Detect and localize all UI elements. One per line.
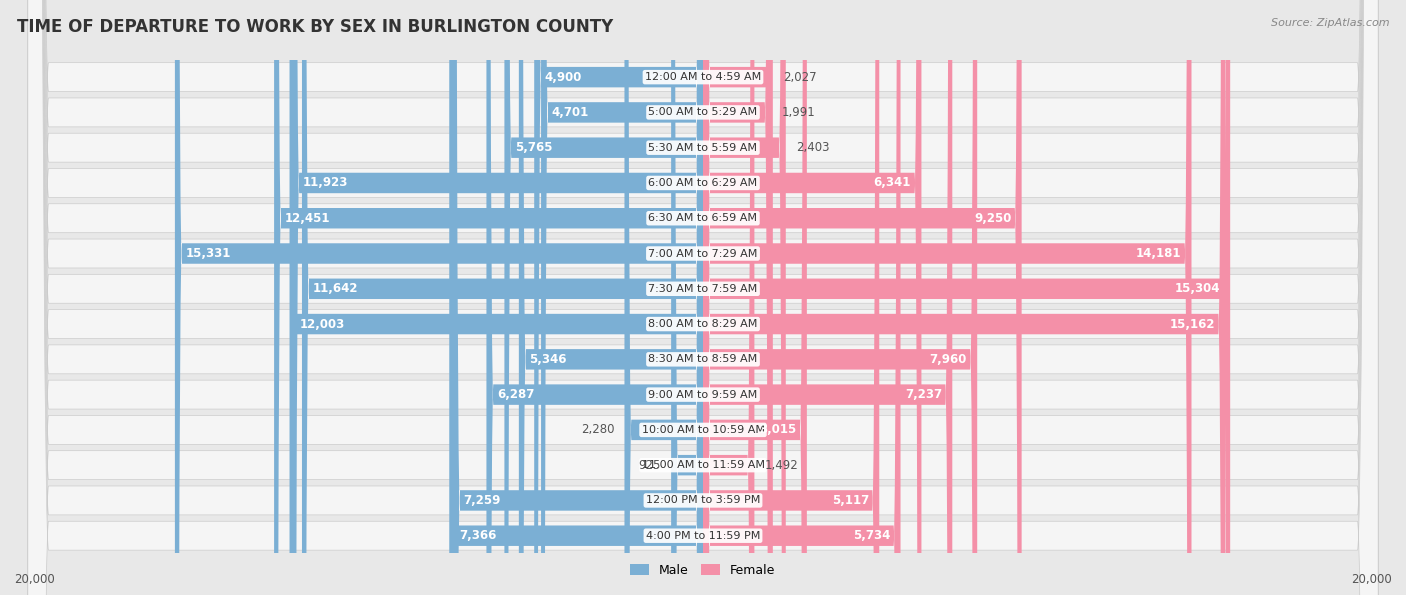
- FancyBboxPatch shape: [703, 0, 977, 595]
- Text: 20,000: 20,000: [14, 573, 55, 585]
- Text: 5:00 AM to 5:29 AM: 5:00 AM to 5:29 AM: [648, 108, 758, 117]
- Text: 6:30 AM to 6:59 AM: 6:30 AM to 6:59 AM: [648, 213, 758, 223]
- Text: 1,492: 1,492: [765, 459, 799, 472]
- Text: 6:00 AM to 6:29 AM: 6:00 AM to 6:29 AM: [648, 178, 758, 188]
- FancyBboxPatch shape: [290, 0, 703, 595]
- Text: 12:00 PM to 3:59 PM: 12:00 PM to 3:59 PM: [645, 496, 761, 505]
- Text: 14,181: 14,181: [1136, 247, 1181, 260]
- FancyBboxPatch shape: [703, 0, 921, 595]
- FancyBboxPatch shape: [28, 0, 1378, 595]
- Text: 6,287: 6,287: [496, 388, 534, 401]
- FancyBboxPatch shape: [28, 0, 1378, 595]
- Text: 20,000: 20,000: [1351, 573, 1392, 585]
- Text: 925: 925: [638, 459, 661, 472]
- FancyBboxPatch shape: [703, 0, 773, 595]
- FancyBboxPatch shape: [28, 0, 1378, 595]
- FancyBboxPatch shape: [703, 0, 879, 595]
- Text: 7,259: 7,259: [464, 494, 501, 507]
- FancyBboxPatch shape: [274, 0, 703, 595]
- FancyBboxPatch shape: [703, 0, 807, 595]
- FancyBboxPatch shape: [174, 0, 703, 595]
- Text: 5,346: 5,346: [529, 353, 567, 366]
- FancyBboxPatch shape: [28, 0, 1378, 595]
- Text: 15,304: 15,304: [1174, 282, 1220, 295]
- FancyBboxPatch shape: [703, 0, 1022, 595]
- FancyBboxPatch shape: [28, 0, 1378, 595]
- Text: 6,341: 6,341: [873, 177, 911, 189]
- Text: 1,991: 1,991: [782, 106, 815, 119]
- FancyBboxPatch shape: [624, 0, 703, 595]
- FancyBboxPatch shape: [703, 0, 786, 595]
- Text: 8:00 AM to 8:29 AM: 8:00 AM to 8:29 AM: [648, 319, 758, 329]
- FancyBboxPatch shape: [703, 0, 1225, 595]
- Text: 7,366: 7,366: [460, 529, 496, 542]
- FancyBboxPatch shape: [703, 0, 952, 595]
- Text: 11,923: 11,923: [302, 177, 349, 189]
- FancyBboxPatch shape: [292, 0, 703, 595]
- FancyBboxPatch shape: [541, 0, 703, 595]
- FancyBboxPatch shape: [703, 0, 772, 595]
- Text: 11:00 AM to 11:59 AM: 11:00 AM to 11:59 AM: [641, 460, 765, 470]
- FancyBboxPatch shape: [519, 0, 703, 595]
- FancyBboxPatch shape: [28, 0, 1378, 595]
- FancyBboxPatch shape: [28, 0, 1378, 595]
- Text: 4,900: 4,900: [544, 71, 582, 84]
- Text: 12:00 AM to 4:59 AM: 12:00 AM to 4:59 AM: [645, 72, 761, 82]
- FancyBboxPatch shape: [671, 0, 703, 595]
- FancyBboxPatch shape: [28, 0, 1378, 595]
- FancyBboxPatch shape: [450, 0, 703, 595]
- FancyBboxPatch shape: [28, 0, 1378, 595]
- FancyBboxPatch shape: [703, 0, 1230, 595]
- FancyBboxPatch shape: [28, 0, 1378, 595]
- Text: TIME OF DEPARTURE TO WORK BY SEX IN BURLINGTON COUNTY: TIME OF DEPARTURE TO WORK BY SEX IN BURL…: [17, 18, 613, 36]
- Text: 4,701: 4,701: [551, 106, 589, 119]
- FancyBboxPatch shape: [28, 0, 1378, 595]
- Text: 2,403: 2,403: [796, 141, 830, 154]
- FancyBboxPatch shape: [703, 0, 900, 595]
- FancyBboxPatch shape: [28, 0, 1378, 595]
- Text: 15,331: 15,331: [186, 247, 231, 260]
- FancyBboxPatch shape: [486, 0, 703, 595]
- FancyBboxPatch shape: [703, 0, 1191, 595]
- Text: 11,642: 11,642: [312, 282, 357, 295]
- Text: 7:00 AM to 7:29 AM: 7:00 AM to 7:29 AM: [648, 249, 758, 258]
- Text: 12,451: 12,451: [284, 212, 330, 225]
- Text: 5,734: 5,734: [853, 529, 890, 542]
- Legend: Male, Female: Male, Female: [626, 559, 780, 582]
- Text: 7:30 AM to 7:59 AM: 7:30 AM to 7:59 AM: [648, 284, 758, 294]
- FancyBboxPatch shape: [453, 0, 703, 595]
- Text: 2,027: 2,027: [783, 71, 817, 84]
- Text: 10:00 AM to 10:59 AM: 10:00 AM to 10:59 AM: [641, 425, 765, 435]
- Text: 12,003: 12,003: [299, 318, 344, 331]
- FancyBboxPatch shape: [534, 0, 703, 595]
- Text: Source: ZipAtlas.com: Source: ZipAtlas.com: [1271, 18, 1389, 28]
- FancyBboxPatch shape: [703, 0, 755, 595]
- Text: 5,117: 5,117: [832, 494, 869, 507]
- Text: 15,162: 15,162: [1170, 318, 1215, 331]
- Text: 9,250: 9,250: [974, 212, 1011, 225]
- Text: 2,280: 2,280: [581, 424, 614, 436]
- FancyBboxPatch shape: [505, 0, 703, 595]
- FancyBboxPatch shape: [28, 0, 1378, 595]
- Text: 3,015: 3,015: [759, 424, 797, 436]
- Text: 8:30 AM to 8:59 AM: 8:30 AM to 8:59 AM: [648, 355, 758, 364]
- FancyBboxPatch shape: [28, 0, 1378, 595]
- Text: 7,960: 7,960: [929, 353, 967, 366]
- Text: 5:30 AM to 5:59 AM: 5:30 AM to 5:59 AM: [648, 143, 758, 153]
- Text: 4:00 PM to 11:59 PM: 4:00 PM to 11:59 PM: [645, 531, 761, 541]
- Text: 5,765: 5,765: [515, 141, 553, 154]
- FancyBboxPatch shape: [302, 0, 703, 595]
- Text: 7,237: 7,237: [905, 388, 942, 401]
- Text: 9:00 AM to 9:59 AM: 9:00 AM to 9:59 AM: [648, 390, 758, 400]
